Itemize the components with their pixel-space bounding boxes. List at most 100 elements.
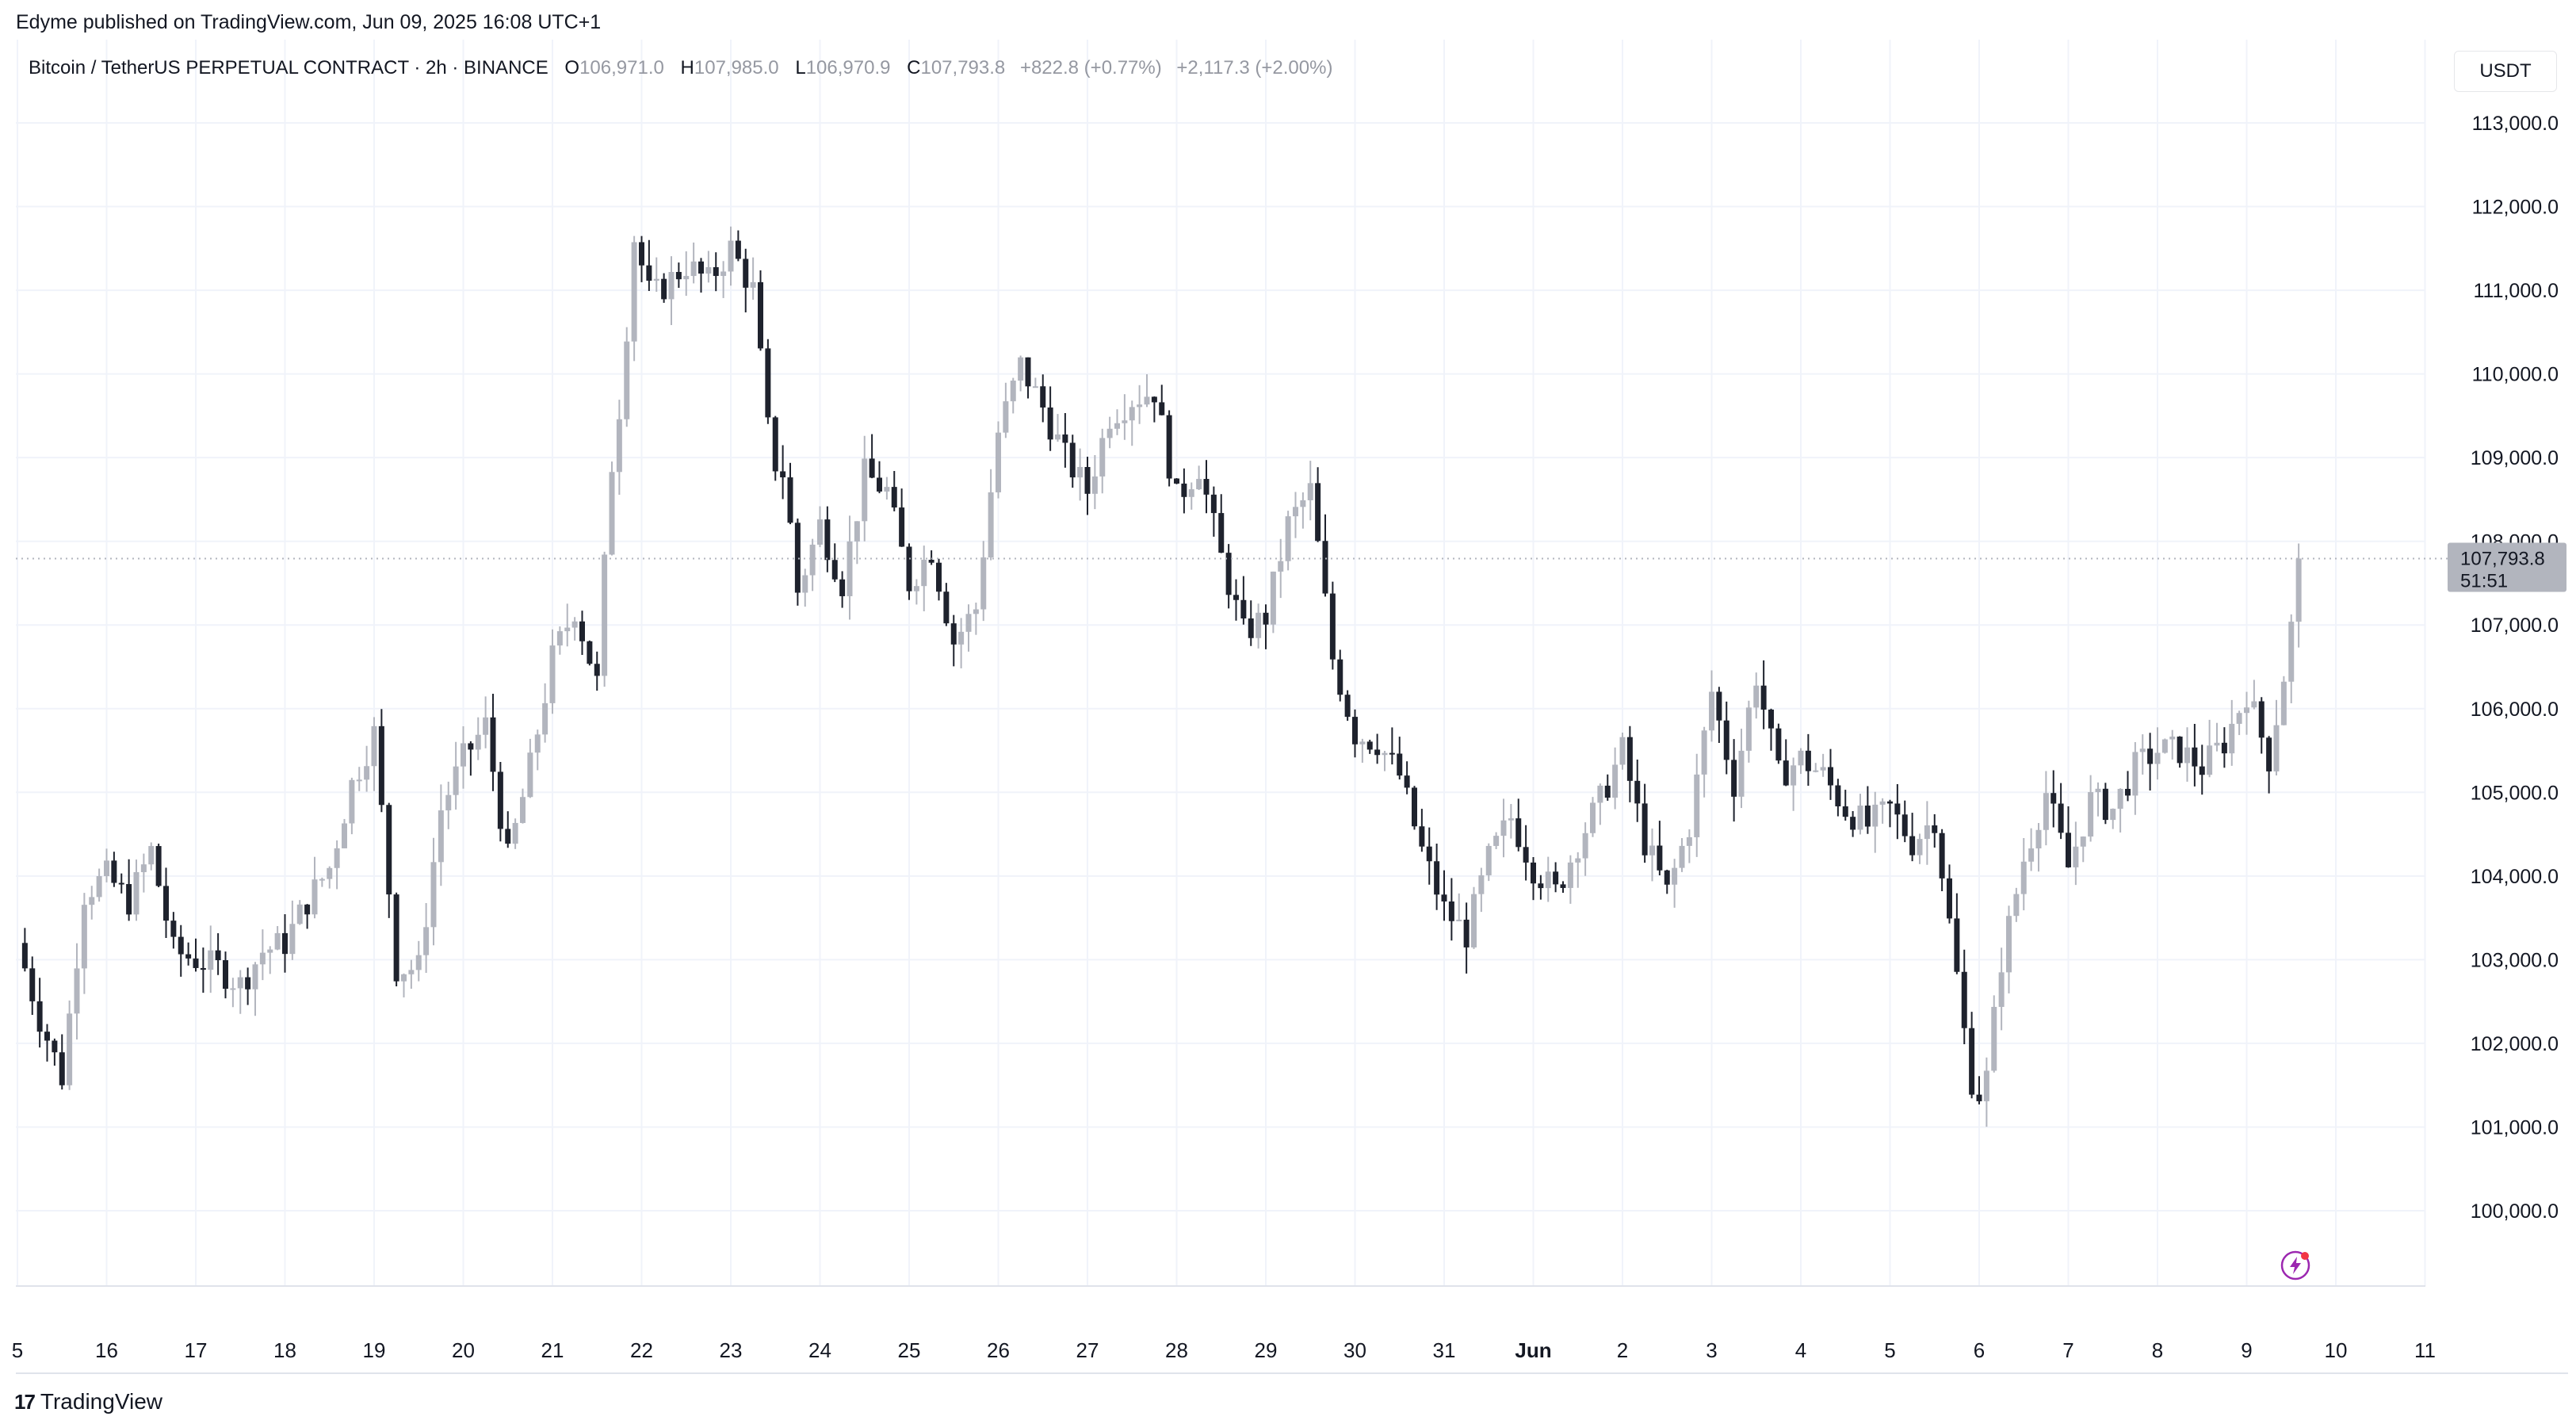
candle-up (854, 521, 860, 542)
candles (21, 226, 2302, 1127)
candle-down (193, 958, 199, 968)
candle-down (765, 348, 771, 418)
last-price-badge[interactable] (2448, 542, 2566, 592)
candle-down (223, 960, 228, 990)
date-tick-label: 3 (1706, 1338, 1717, 1362)
candle-down (1954, 918, 1960, 972)
candle-up (2139, 748, 2146, 752)
candle-up (2295, 558, 2302, 622)
candle-up (1508, 818, 1514, 821)
price-tick-label: 107,000.0 (2471, 614, 2559, 637)
candle-down (1850, 817, 1856, 830)
candle-up (1709, 691, 1714, 731)
date-tick-label: 30 (1343, 1338, 1366, 1362)
candle-down (468, 743, 474, 750)
candle-down (831, 560, 838, 580)
candle-up (1575, 858, 1581, 863)
candle-up (1485, 845, 1492, 875)
candle-down (52, 1040, 58, 1053)
candle-down (111, 860, 117, 883)
candle-down (1553, 871, 1559, 885)
candle-down (490, 717, 496, 772)
candle-down (1805, 750, 1811, 771)
candle-up (668, 272, 675, 300)
candle-down (163, 886, 169, 921)
candle-up (534, 734, 541, 753)
candle-up (1597, 785, 1603, 803)
candle-up (356, 779, 362, 782)
candle-up (809, 544, 816, 576)
candle-up (140, 864, 147, 872)
candle-down (1901, 814, 1908, 836)
candle-down (2199, 766, 2205, 775)
time-axis[interactable]: 5 16 17 18 19 20 21 22 23 24 25 26 27 28 29 30 31 Jun 2 3 4 5… (12, 1338, 2436, 1362)
candle-up (1649, 845, 1655, 856)
candle-down (1025, 357, 1031, 387)
candle-down (1315, 483, 1321, 542)
candle-down (200, 967, 206, 970)
date-tick-label: 29 (1255, 1338, 1278, 1362)
lightning-icon[interactable] (2280, 1250, 2311, 1281)
candle-down (1775, 728, 1782, 761)
symbol-title[interactable]: Bitcoin / TetherUS PERPETUAL CONTRACT · … (29, 57, 548, 78)
date-tick-label: 11 (2414, 1338, 2436, 1362)
candle-down (1159, 402, 1165, 415)
candle-down (787, 477, 793, 523)
candle-down (1225, 553, 1232, 595)
candle-down (126, 884, 132, 915)
candle-up (2110, 809, 2116, 821)
symbol-legend: Bitcoin / TetherUS PERPETUAL CONTRACT · … (29, 57, 1332, 79)
currency-button[interactable]: USDT (2454, 51, 2557, 92)
candle-up (1567, 862, 1573, 888)
candle-up (2184, 747, 2190, 764)
candle-down (21, 943, 28, 969)
candle-up (237, 977, 243, 989)
candle-up (609, 472, 615, 555)
candle-down (1240, 599, 1247, 619)
price-axis[interactable]: 100,000.0 101,000.0 102,000.0 103,000.0 104,… (2471, 113, 2559, 1223)
candle-down (1657, 845, 1663, 871)
candle-up (542, 702, 548, 735)
candle-down (1084, 467, 1091, 494)
candle-down (1181, 483, 1187, 497)
candle-up (520, 797, 526, 823)
candle-down (1976, 1094, 1982, 1101)
candle-up (415, 955, 422, 970)
candle-down (1760, 685, 1767, 710)
candle-up (2088, 792, 2094, 837)
candle-down (735, 240, 741, 259)
candle-up (1582, 833, 1588, 859)
footer-brand[interactable]: 17 TradingView (14, 1389, 162, 1414)
candle-down (794, 523, 801, 593)
candle-up (453, 766, 459, 795)
date-tick-label: 28 (1165, 1338, 1188, 1362)
candle-up (1188, 489, 1194, 497)
candle-up (1300, 500, 1306, 507)
date-tick-label: 8 (2152, 1338, 2163, 1362)
candle-up (342, 823, 347, 848)
candle-up (1478, 875, 1485, 894)
candle-up (148, 846, 155, 865)
price-tick-label: 104,000.0 (2471, 866, 2559, 888)
candle-down (178, 936, 184, 955)
date-tick-label: 31 (1433, 1338, 1456, 1362)
candle-down (1932, 825, 1938, 833)
candle-up (728, 240, 734, 272)
candle-up (1137, 404, 1143, 408)
candle-up (96, 875, 102, 898)
candle-up (1256, 612, 1262, 638)
price-tick-label: 109,000.0 (2471, 447, 2559, 469)
candle-down (1322, 541, 1328, 594)
candle-up (527, 752, 533, 798)
candle-down (245, 977, 251, 990)
candle-up (2020, 861, 2027, 894)
candle-up (349, 779, 355, 824)
candle-down (1218, 513, 1225, 553)
candle-up (1144, 396, 1150, 405)
brand-name: TradingView (40, 1389, 163, 1414)
candle-up (230, 988, 236, 990)
last-price-overlay: 107,793.851:51 (16, 542, 2566, 592)
candle-up (2207, 745, 2213, 775)
date-tick-label: 10 (2325, 1338, 2348, 1362)
